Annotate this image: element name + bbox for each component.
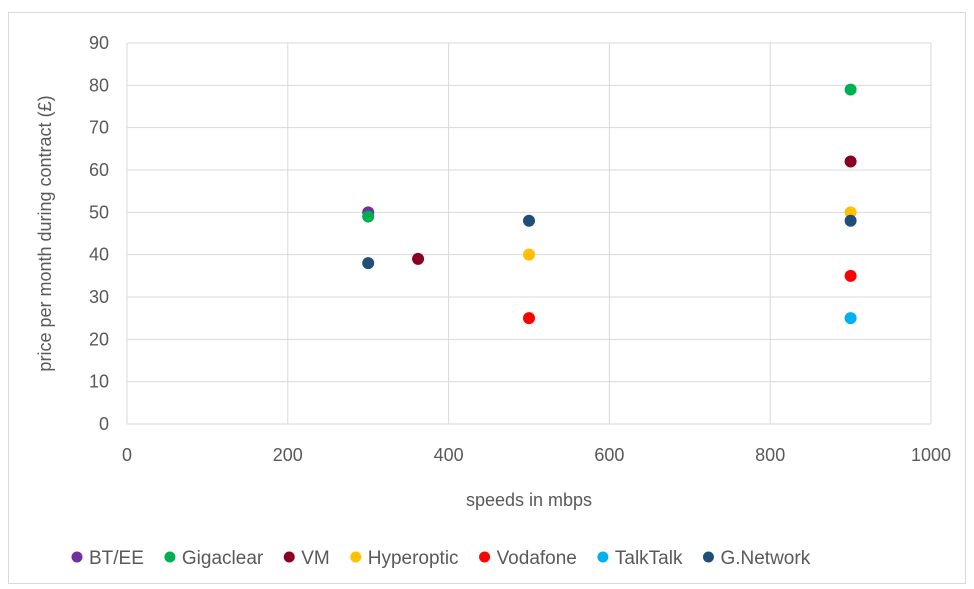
legend-marker-gigaclear [164,551,176,563]
y-tick-label: 10 [89,372,109,392]
x-tick-label: 200 [273,445,303,465]
legend-label-bt-ee: BT/EE [89,548,144,569]
data-point-g-network [362,257,375,270]
y-tick-label: 20 [89,329,109,349]
data-point-g-network [523,214,535,227]
data-point-vm [412,252,425,265]
x-tick-label: 400 [434,445,464,465]
chart-frame [8,12,966,584]
data-point-vodafone [844,269,857,282]
data-point-g-network [844,214,857,227]
legend-label-gigaclear: Gigaclear [182,548,264,569]
y-axis-title: price per month during contract (£) [35,95,55,371]
legend-marker-talktalk [597,551,609,563]
y-tick-label: 30 [89,287,109,307]
y-tick-label: 50 [89,202,109,222]
y-tick-label: 90 [89,33,109,53]
data-point-hyperoptic [523,248,535,261]
x-tick-label: 600 [594,445,624,465]
x-tick-label: 0 [122,445,132,465]
x-tick-label: 800 [755,445,785,465]
legend-label-vm: VM [301,548,330,569]
grid [126,42,932,425]
x-tick-label: 1000 [911,445,951,465]
data-point-hyperoptic [844,206,857,219]
y-tick-label: 60 [89,160,109,180]
data-point-vm [844,155,857,168]
y-tick-label: 80 [89,75,109,95]
legend-label-g-network: G.Network [720,548,810,569]
data-point-gigaclear [844,83,857,96]
legend-marker-bt-ee [71,551,83,563]
legend-marker-vm [283,551,295,563]
x-axis-title: speeds in mbps [466,490,592,510]
x-axis-ticks: 0 200 400 600 800 1000 [122,445,951,465]
legend-label-vodafone: Vodafone [497,548,577,569]
data-point-talktalk [844,312,857,325]
legend-marker-vodafone [479,551,491,563]
legend-label-hyperoptic: Hyperoptic [368,548,459,569]
data-points [362,83,857,325]
y-tick-label: 0 [99,414,109,434]
legend-marker-hyperoptic [350,551,362,563]
legend-marker-g-network [702,551,714,563]
y-tick-label: 70 [89,118,109,138]
y-axis-ticks: 0 10 20 30 40 50 60 70 80 90 [89,33,109,434]
legend-label-talktalk: TalkTalk [615,548,683,569]
y-tick-label: 40 [89,245,109,265]
legend: BT/EE Gigaclear VM Hyperoptic Vodafone TalkTa… [71,548,811,569]
data-point-gigaclear [362,210,375,223]
data-point-vodafone [523,312,535,325]
